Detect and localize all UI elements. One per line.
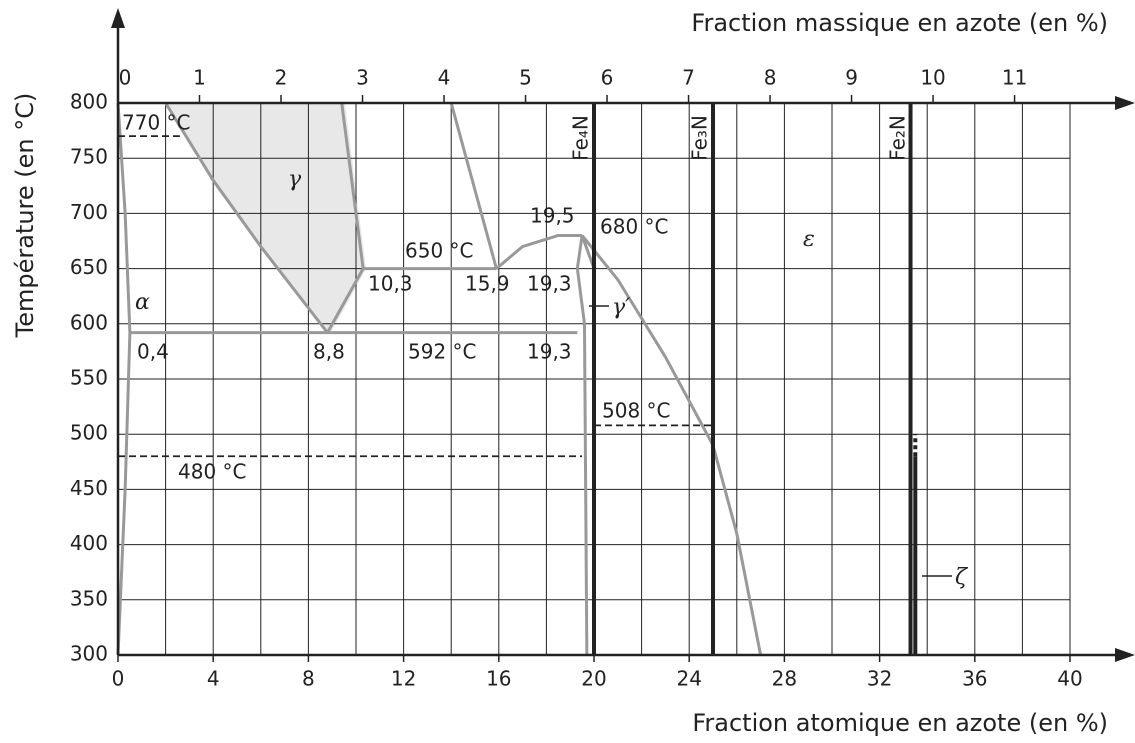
phase-boundary: [495, 233, 583, 270]
x-tick-label: 36: [962, 667, 987, 691]
annotation: ζ: [955, 565, 969, 590]
y-tick-label: 750: [70, 145, 108, 169]
annotation: 0,4: [137, 340, 169, 364]
y-tick-label: 400: [70, 531, 108, 555]
phase-boundary: [575, 235, 589, 656]
annotation: 19,3: [527, 340, 572, 364]
annotation: Fe₄N: [569, 115, 593, 161]
annotation: 770 °C: [122, 111, 191, 135]
x2-tick-label: 6: [601, 66, 614, 90]
x2-tick-label: 0: [119, 66, 132, 90]
x-tick-label: 0: [112, 667, 125, 691]
annotation: γ′: [612, 295, 630, 320]
annotation: 592 °C: [408, 340, 477, 364]
annotation: 15,9: [465, 272, 510, 296]
x-tick-label: 8: [302, 667, 315, 691]
annotation: 680 °C: [600, 215, 669, 239]
gamma-region: [164, 103, 366, 334]
arrow: [1115, 96, 1135, 110]
x2-tick-label: 4: [438, 66, 451, 90]
y-tick-label: 500: [70, 421, 108, 445]
phase-boundary: [449, 102, 498, 269]
x-tick-label: 20: [581, 667, 606, 691]
x-tick-label: 32: [867, 667, 892, 691]
y-tick-label: 650: [70, 255, 108, 279]
annotation: ε: [803, 227, 815, 252]
annotation: 19,5: [530, 204, 575, 228]
x2-axis-title: Fraction massique en azote (en %): [691, 9, 1108, 37]
arrow: [1115, 648, 1135, 662]
annotation: 650 °C: [405, 239, 474, 263]
x2-tick-label: 5: [519, 66, 532, 90]
annotation: 19,3: [527, 272, 572, 296]
x2-tick-label: 8: [764, 66, 777, 90]
y-tick-label: 550: [70, 366, 108, 390]
phase-boundary: [580, 234, 763, 656]
annotation: 8,8: [313, 340, 345, 364]
annotation: γ: [288, 167, 302, 192]
phase-boundary: [164, 102, 329, 334]
x2-tick-label: 2: [275, 66, 288, 90]
x2-tick-label: 7: [682, 66, 695, 90]
marks: [116, 102, 918, 656]
x2-tick-label: 1: [193, 66, 206, 90]
annotation: 508 °C: [602, 399, 671, 423]
y-tick-label: 700: [70, 200, 108, 224]
x-tick-label: 40: [1057, 667, 1082, 691]
x-axis-title: Fraction atomique en azote (en %): [692, 709, 1108, 737]
x-tick-label: 12: [391, 667, 416, 691]
x-tick-label: 24: [676, 667, 701, 691]
y-tick-label: 450: [70, 476, 108, 500]
x-tick-label: 4: [207, 667, 220, 691]
annotation: Fe₃N: [688, 115, 712, 161]
x2-tick-label: 3: [356, 66, 369, 90]
annotation: Fe₂N: [886, 115, 910, 161]
y-tick-label: 300: [70, 642, 108, 666]
x-tick-label: 28: [772, 667, 797, 691]
y-axis-title: Température (en °C): [11, 93, 39, 339]
annotation: 10,3: [368, 272, 413, 296]
y-tick-label: 350: [70, 586, 108, 610]
y-tick-label: 800: [70, 90, 108, 114]
x2-tick-label: 9: [845, 66, 858, 90]
arrow: [111, 8, 125, 28]
annotation: 480 °C: [178, 460, 247, 484]
x2-tick-label: 11: [1002, 66, 1027, 90]
x-tick-label: 16: [486, 667, 511, 691]
annotation: α: [135, 290, 150, 315]
y-tick-label: 600: [70, 310, 108, 334]
annotations: 770 °C γ α 650 °C 10,3 15,9 19,3 19,5 68…: [122, 111, 969, 591]
x2-tick-label: 10: [920, 66, 945, 90]
